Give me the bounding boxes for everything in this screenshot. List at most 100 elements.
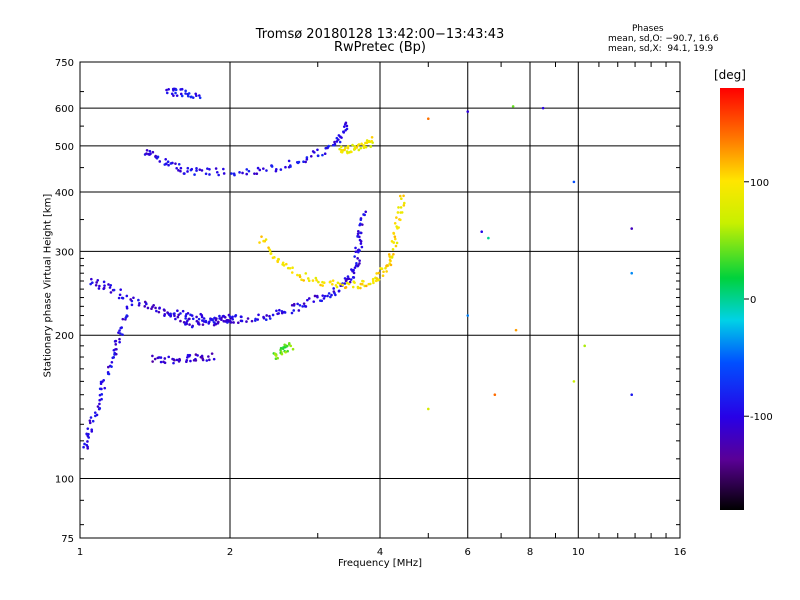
data-point [93, 411, 97, 414]
data-point [304, 272, 308, 275]
data-point [351, 143, 354, 147]
data-point [114, 343, 118, 346]
data-point [393, 237, 397, 241]
data-point [226, 318, 230, 322]
data-point [228, 315, 232, 318]
y-axis-label: Stationary phase Virtual Height [km] [42, 193, 54, 378]
data-point [132, 296, 135, 300]
data-point [271, 313, 275, 317]
data-point [270, 164, 274, 167]
data-point [339, 150, 343, 154]
data-point [339, 145, 343, 149]
data-point [250, 319, 254, 323]
data-point [172, 361, 175, 365]
data-point [230, 172, 233, 175]
data-point [305, 158, 309, 161]
data-point [426, 117, 430, 121]
data-point [190, 95, 193, 99]
data-point [260, 235, 263, 238]
data-point [231, 315, 234, 319]
data-point [352, 268, 355, 272]
data-point [355, 261, 358, 265]
data-point [300, 278, 303, 282]
data-point [163, 309, 166, 312]
data-point [362, 144, 366, 148]
data-point [630, 271, 634, 275]
data-point [362, 280, 365, 283]
data-point [245, 172, 249, 176]
data-point [311, 279, 315, 282]
data-point [480, 230, 484, 234]
data-point [173, 312, 176, 315]
data-point [212, 321, 216, 324]
data-point [256, 166, 260, 170]
data-point [222, 172, 226, 175]
data-point [289, 344, 293, 348]
data-point [381, 274, 385, 278]
data-point [204, 172, 208, 176]
data-point [206, 167, 209, 170]
data-point [256, 318, 260, 321]
data-point [319, 283, 322, 287]
data-point [337, 138, 340, 141]
data-point [319, 299, 322, 302]
data-point [234, 314, 237, 318]
data-point [177, 313, 180, 317]
data-point [207, 355, 210, 358]
data-point [200, 169, 204, 172]
x-tick-label: 10 [572, 547, 585, 558]
data-point [151, 305, 154, 309]
data-point [291, 266, 294, 270]
data-point [156, 155, 159, 159]
data-point [268, 314, 271, 318]
data-point [90, 277, 93, 281]
data-point [298, 275, 302, 279]
data-point [321, 284, 324, 287]
data-point [163, 314, 166, 317]
data-point [98, 398, 101, 402]
data-point [148, 153, 151, 156]
data-point [204, 319, 208, 323]
data-point [375, 277, 379, 280]
data-point [335, 140, 339, 143]
data-point [97, 287, 101, 290]
data-point [321, 294, 325, 297]
data-point [330, 293, 333, 297]
data-point [359, 231, 362, 235]
data-point [353, 266, 357, 269]
data-point [314, 276, 318, 280]
data-point [154, 306, 157, 310]
data-point [358, 259, 361, 262]
data-point [466, 314, 470, 317]
data-point [315, 278, 318, 282]
data-point [182, 321, 186, 324]
data-point [217, 173, 220, 177]
data-point [151, 360, 154, 363]
data-point [357, 230, 360, 233]
data-point [179, 312, 182, 315]
data-point [208, 173, 211, 176]
data-point [341, 283, 344, 287]
data-point [312, 300, 316, 303]
colorbar-tick-label: 0 [750, 295, 756, 306]
data-point [342, 131, 346, 134]
data-point [291, 347, 295, 351]
data-point [179, 319, 182, 323]
data-point [292, 309, 296, 312]
data-point [338, 140, 342, 144]
data-point [400, 197, 403, 201]
data-point [245, 168, 249, 171]
data-point [290, 303, 294, 307]
data-point [395, 241, 399, 245]
data-point [333, 291, 336, 295]
data-point [114, 352, 118, 356]
data-point [98, 407, 102, 410]
phase-stats-o-mode: mean, sd,O: −90.7, 16.6 [608, 34, 719, 44]
data-point [174, 317, 177, 321]
data-point [118, 293, 122, 297]
data-point [332, 287, 335, 290]
data-point [125, 294, 129, 298]
data-point [345, 124, 349, 128]
data-point [198, 94, 201, 97]
data-point [290, 271, 294, 274]
